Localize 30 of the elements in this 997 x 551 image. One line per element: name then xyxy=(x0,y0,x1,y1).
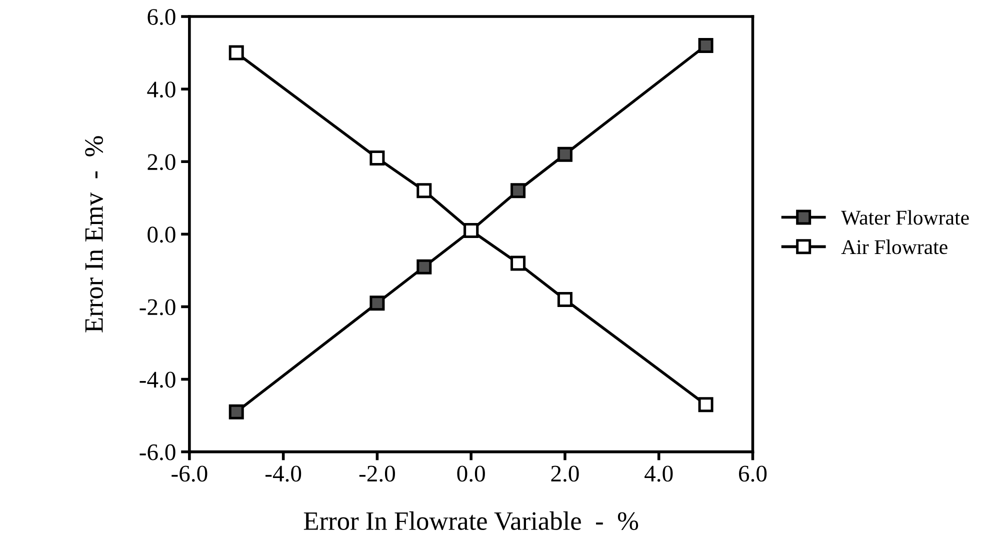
y-tick-label: -4.0 xyxy=(140,372,176,388)
x-tick-label: 0.0 xyxy=(457,466,485,482)
y-tick-label: -6.0 xyxy=(140,444,176,460)
point xyxy=(557,146,572,162)
y-tick-label: 6.0 xyxy=(148,9,176,26)
point xyxy=(698,38,714,54)
y-axis-title: Error In Emv - % xyxy=(85,136,104,332)
point xyxy=(228,45,244,60)
legend-label: Air Flowrate xyxy=(841,240,948,254)
x-axis-title: Error In Flowrate Variable - % xyxy=(304,511,638,530)
point xyxy=(557,292,572,307)
y-tick-label: -2.0 xyxy=(140,299,176,316)
y-tick-label: 0.0 xyxy=(148,226,176,243)
x-tick-label: -6.0 xyxy=(172,466,208,482)
x-tick-label: 4.0 xyxy=(644,466,673,482)
point xyxy=(370,150,385,166)
x-tick-label: 2.0 xyxy=(551,466,579,482)
point xyxy=(370,296,385,311)
x-tick-label: 6.0 xyxy=(738,466,767,482)
legend-label: Water Flowrate xyxy=(841,210,969,225)
x-tick-label: -4.0 xyxy=(266,466,302,482)
x-tick-label: -2.0 xyxy=(359,466,395,482)
point xyxy=(416,183,432,198)
y-tick-label: 2.0 xyxy=(148,154,176,170)
point xyxy=(228,404,244,420)
point xyxy=(698,397,714,412)
point xyxy=(510,183,526,198)
y-tick-label: 4.0 xyxy=(147,82,176,98)
point xyxy=(510,256,526,271)
point xyxy=(416,259,432,274)
